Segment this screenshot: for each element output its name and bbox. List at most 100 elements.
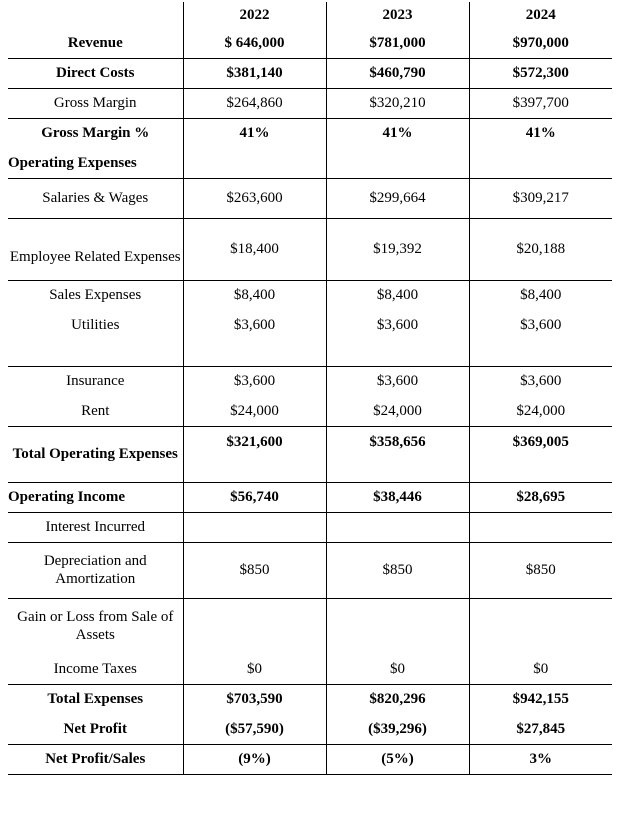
row-value: $0 — [326, 654, 469, 684]
row-value: $381,140 — [183, 58, 326, 88]
table-row: Gross Margin % 41% 41% 41% — [8, 118, 612, 148]
row-value — [183, 598, 326, 654]
row-value: $8,400 — [469, 280, 612, 310]
table-row: Gain or Loss from Sale of Assets — [8, 598, 612, 654]
row-value: $850 — [326, 542, 469, 598]
row-label: Net Profit/Sales — [8, 744, 183, 774]
table-row: Total Operating Expenses $321,600 $358,6… — [8, 426, 612, 482]
row-value: $8,400 — [183, 280, 326, 310]
row-value: $27,845 — [469, 714, 612, 744]
table-row: Operating Income $56,740 $38,446 $28,695 — [8, 482, 612, 512]
row-label: Salaries & Wages — [8, 178, 183, 218]
row-label: Gross Margin — [8, 88, 183, 118]
row-value: $358,656 — [326, 426, 469, 482]
row-value: $321,600 — [183, 426, 326, 482]
row-value: $850 — [183, 542, 326, 598]
row-label: Income Taxes — [8, 654, 183, 684]
table-row: Net Profit ($57,590) ($39,296) $27,845 — [8, 714, 612, 744]
row-value: $28,695 — [469, 482, 612, 512]
row-value: $3,600 — [469, 366, 612, 396]
row-label: Total Expenses — [8, 684, 183, 714]
row-value: (9%) — [183, 744, 326, 774]
row-value: (5%) — [326, 744, 469, 774]
row-value: $3,600 — [326, 366, 469, 396]
row-value: $820,296 — [326, 684, 469, 714]
row-label: Total Operating Expenses — [8, 426, 183, 482]
table-row: Direct Costs $381,140 $460,790 $572,300 — [8, 58, 612, 88]
table-row: Insurance $3,600 $3,600 $3,600 — [8, 366, 612, 396]
row-value: $572,300 — [469, 58, 612, 88]
row-value: $397,700 — [469, 88, 612, 118]
financial-table-page: 2022 2023 2024 Revenue $ 646,000 $781,00… — [0, 0, 619, 824]
table-row: 2022 2023 2024 — [8, 2, 612, 28]
row-value: 41% — [326, 118, 469, 148]
row-value: $320,210 — [326, 88, 469, 118]
row-value: $942,155 — [469, 684, 612, 714]
row-label: Depreciation and Amortization — [8, 542, 183, 598]
row-value: $24,000 — [183, 396, 326, 426]
row-value: $703,590 — [183, 684, 326, 714]
row-value: $3,600 — [469, 310, 612, 366]
row-value: $460,790 — [326, 58, 469, 88]
row-label: Revenue — [8, 28, 183, 58]
row-value: $8,400 — [326, 280, 469, 310]
row-label: Employee Related Expenses — [8, 218, 183, 280]
row-value: $56,740 — [183, 482, 326, 512]
row-label: Insurance — [8, 366, 183, 396]
row-label: Net Profit — [8, 714, 183, 744]
row-value: $3,600 — [183, 366, 326, 396]
row-value: $3,600 — [326, 310, 469, 366]
blank-cell — [8, 2, 183, 28]
row-value: $38,446 — [326, 482, 469, 512]
row-value — [183, 148, 326, 178]
row-value: $299,664 — [326, 178, 469, 218]
row-value: $24,000 — [326, 396, 469, 426]
table-row: Sales Expenses $8,400 $8,400 $8,400 — [8, 280, 612, 310]
table-row: Gross Margin $264,860 $320,210 $397,700 — [8, 88, 612, 118]
row-value — [183, 512, 326, 542]
row-value: 41% — [469, 118, 612, 148]
row-value: $781,000 — [326, 28, 469, 58]
year-header: 2022 — [183, 2, 326, 28]
row-label: Interest Incurred — [8, 512, 183, 542]
row-value: $19,392 — [326, 218, 469, 280]
row-value: $970,000 — [469, 28, 612, 58]
row-value: $20,188 — [469, 218, 612, 280]
row-value: $ 646,000 — [183, 28, 326, 58]
table-row: Interest Incurred — [8, 512, 612, 542]
row-value: $24,000 — [469, 396, 612, 426]
table-row: Utilities $3,600 $3,600 $3,600 — [8, 310, 612, 366]
row-label: Gain or Loss from Sale of Assets — [8, 598, 183, 654]
financial-table: 2022 2023 2024 Revenue $ 646,000 $781,00… — [8, 2, 612, 775]
row-value — [326, 598, 469, 654]
table-row: Total Expenses $703,590 $820,296 $942,15… — [8, 684, 612, 714]
year-header: 2023 — [326, 2, 469, 28]
row-label: Utilities — [8, 310, 183, 366]
row-value: $850 — [469, 542, 612, 598]
row-value: $0 — [469, 654, 612, 684]
row-value: $18,400 — [183, 218, 326, 280]
row-value: $263,600 — [183, 178, 326, 218]
row-value: $309,217 — [469, 178, 612, 218]
row-value: 3% — [469, 744, 612, 774]
row-label: Sales Expenses — [8, 280, 183, 310]
row-label: Direct Costs — [8, 58, 183, 88]
row-label: Gross Margin % — [8, 118, 183, 148]
row-value: $3,600 — [183, 310, 326, 366]
row-value: $0 — [183, 654, 326, 684]
row-label: Rent — [8, 396, 183, 426]
table-row: Operating Expenses — [8, 148, 612, 178]
row-label: Operating Income — [8, 482, 183, 512]
row-value — [469, 148, 612, 178]
table-row: Income Taxes $0 $0 $0 — [8, 654, 612, 684]
row-value: $369,005 — [469, 426, 612, 482]
row-value — [469, 598, 612, 654]
row-label: Operating Expenses — [8, 148, 183, 178]
row-value: ($57,590) — [183, 714, 326, 744]
row-value — [326, 148, 469, 178]
table-row: Rent $24,000 $24,000 $24,000 — [8, 396, 612, 426]
table-row: Net Profit/Sales (9%) (5%) 3% — [8, 744, 612, 774]
table-row: Revenue $ 646,000 $781,000 $970,000 — [8, 28, 612, 58]
table-row: Depreciation and Amortization $850 $850 … — [8, 542, 612, 598]
year-header: 2024 — [469, 2, 612, 28]
